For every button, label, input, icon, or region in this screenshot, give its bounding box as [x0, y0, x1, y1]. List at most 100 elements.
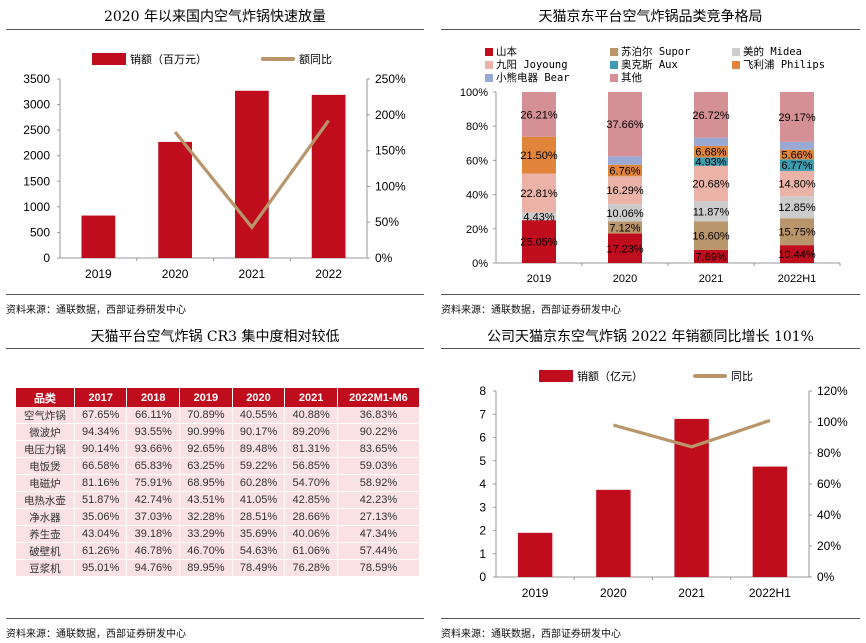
legend-item: 奥克斯 Aux: [610, 57, 678, 72]
segment-2021: [694, 201, 728, 222]
source-note: 资料来源：通联数据，西部证券研发中心: [441, 305, 621, 316]
panel-sales-volume: 2020 年以来国内空气炸锅快速放量 销额（百万元） 额同比 0 500 1000 1…: [0, 0, 430, 320]
y-tick-label: 0%: [472, 258, 488, 270]
legend-swatch: [485, 47, 493, 56]
data-label: 16.29%: [606, 185, 644, 197]
title-divider: [441, 348, 860, 349]
segment-2021: [694, 221, 728, 250]
legend-swatch-line: [261, 57, 295, 61]
y-tick-label-left: 1500: [23, 174, 50, 188]
value-cell: 89.20%: [284, 423, 338, 441]
x-tick-label: 2022H1: [749, 586, 791, 600]
category-cell: 空气炸锅: [16, 407, 75, 424]
table-row: 净水器 35.06% 37.03% 32.28% 28.51% 28.66% 27.13%: [16, 508, 421, 526]
data-label: 16.60%: [692, 231, 730, 243]
source-divider: [441, 294, 860, 295]
legend-item: 苏泊尔 Supor: [610, 44, 690, 59]
y-tick-label-right: 150%: [375, 144, 406, 158]
column-header: 2022M1-M6: [337, 388, 421, 407]
chart2-title: 天猫京东平台空气炸锅品类竞争格局: [538, 9, 763, 25]
segment-2019: [522, 173, 556, 213]
y-tick-label-right: 40%: [817, 508, 841, 522]
category-cell: 电热水壶: [16, 491, 75, 509]
value-cell: 54.70%: [284, 474, 338, 492]
data-label: 15.75%: [778, 227, 816, 239]
data-label: 26.21%: [520, 109, 558, 121]
legend-swatch-line: [693, 374, 727, 378]
value-cell: 66.58%: [74, 457, 128, 475]
y-tick-label-left: 7: [479, 407, 486, 421]
value-cell: 76.28%: [284, 559, 338, 577]
value-cell: 47.34%: [337, 525, 421, 543]
value-cell: 90.17%: [232, 423, 286, 441]
table-row: 电压力锅 90.14% 93.66% 92.65% 89.48% 81.31% 83.65%: [16, 440, 421, 458]
x-tick-label: 2020: [162, 267, 189, 281]
legend-label: 奥克斯 Aux: [621, 59, 678, 71]
segment-2021: [694, 137, 728, 146]
legend-item: 九阳 Joyoung: [485, 57, 568, 72]
value-cell: 35.69%: [232, 525, 286, 543]
y-tick-label: 100%: [460, 87, 488, 99]
legend-swatch-bar: [539, 370, 573, 382]
legend-swatch: [485, 73, 493, 82]
legend-label: 山本: [496, 46, 517, 58]
segment-2019: [522, 212, 556, 221]
legend-label-sales: 销额（百万元）: [130, 53, 207, 66]
segment-2022H1: [780, 159, 814, 171]
data-label: 21.50%: [520, 150, 558, 162]
title-divider: [6, 348, 424, 349]
segment-2021: [694, 92, 728, 138]
legend-swatch: [732, 60, 740, 69]
segment-2022H1: [780, 196, 814, 219]
legend-item: 其他: [610, 70, 642, 85]
data-label: 17.23%: [606, 243, 644, 255]
legend-label-yoy: 额同比: [299, 53, 332, 66]
y-tick-label: 40%: [466, 190, 488, 202]
segment-2019: [522, 136, 556, 174]
value-cell: 59.03%: [337, 457, 421, 475]
value-cell: 56.85%: [284, 457, 338, 475]
source-divider: [441, 618, 860, 619]
data-label: 7.69%: [695, 251, 726, 263]
data-label: 26.72%: [692, 110, 730, 122]
value-cell: 42.23%: [337, 491, 421, 509]
value-cell: 65.83%: [126, 457, 181, 475]
table-header-row: 品类 2017 2018 2019 2020 2021 2022M1-M6: [16, 388, 421, 407]
y-tick-label-left: 2000: [23, 149, 50, 163]
x-tick-label: 2021: [699, 273, 723, 285]
column-header: 2018: [126, 388, 181, 407]
value-cell: 32.28%: [179, 508, 233, 526]
y-tick-label-left: 0: [43, 251, 50, 265]
panel-brand-share: 天猫京东平台空气炸锅品类竞争格局 山本 苏泊尔 Supor 美的 Midea 九阳 J…: [435, 0, 866, 320]
bar-2019: [81, 215, 116, 258]
bar-2019: [517, 532, 553, 577]
y-tick-label-left: 1000: [23, 200, 50, 214]
source-note: 资料来源：通联数据，西部证券研发中心: [441, 629, 621, 640]
value-cell: 81.16%: [74, 474, 128, 492]
value-cell: 28.66%: [284, 508, 338, 526]
value-cell: 42.74%: [126, 491, 181, 509]
table-row: 豆浆机 95.01% 94.76% 89.95% 78.49% 76.28% 78.59%: [16, 559, 421, 577]
category-cell: 微波炉: [16, 423, 75, 441]
legend-item: 飞利浦 Philips: [732, 57, 825, 72]
bar-2020: [158, 141, 193, 258]
value-cell: 89.95%: [179, 559, 233, 577]
bar-2020: [596, 489, 631, 577]
value-cell: 83.65%: [337, 440, 421, 458]
segment-2020: [608, 92, 642, 157]
x-tick-label: 2019: [527, 273, 551, 285]
table-row: 电热水壶 51.87% 42.74% 43.51% 41.05% 42.85% 42.23%: [16, 491, 421, 509]
column-header: 2021: [284, 388, 338, 407]
segment-2020: [608, 164, 642, 177]
table-row: 电磁炉 81.16% 75.91% 68.95% 60.28% 54.70% 58.92%: [16, 474, 421, 492]
value-cell: 39.18%: [126, 525, 181, 543]
segment-2019: [522, 92, 556, 137]
x-tick-label: 2022H1: [778, 273, 817, 285]
source-divider: [6, 618, 424, 619]
y-tick-label-left: 2: [479, 524, 486, 538]
value-cell: 93.66%: [126, 440, 181, 458]
segment-2020: [608, 176, 642, 205]
data-label: 10.44%: [778, 249, 816, 261]
value-cell: 33.29%: [179, 525, 233, 543]
